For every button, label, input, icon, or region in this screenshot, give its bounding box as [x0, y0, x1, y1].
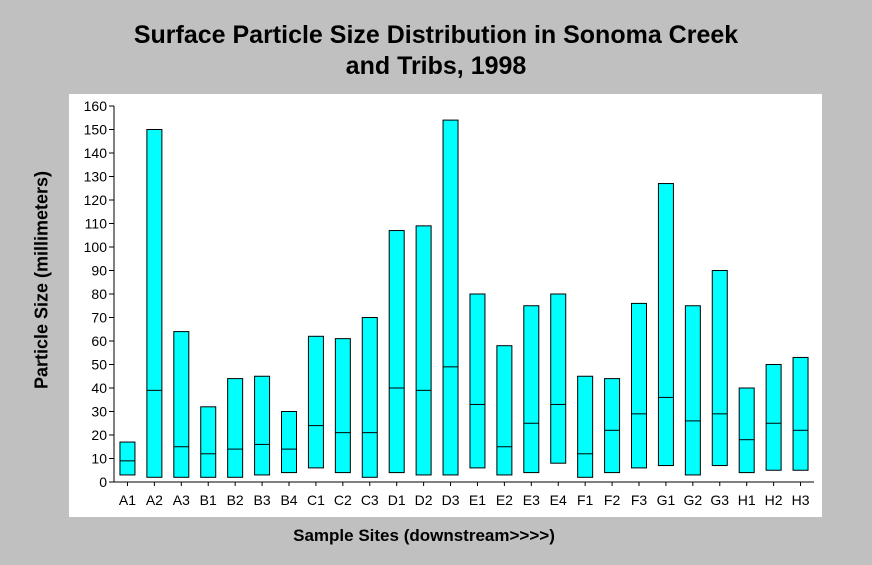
y-tick-label: 160 — [84, 98, 108, 114]
chart-title-line-1: Surface Particle Size Distribution in So… — [133, 21, 739, 49]
y-tick-label: 70 — [91, 310, 107, 326]
x-tick-label: F1 — [577, 492, 594, 508]
bar-g2 — [684, 305, 701, 476]
bar-c1 — [307, 335, 324, 469]
x-tick-label: C2 — [334, 492, 352, 508]
x-tick-label: D1 — [388, 492, 406, 508]
x-tick-label: E2 — [496, 492, 513, 508]
x-tick-label: G1 — [657, 492, 676, 508]
y-tick-label: 110 — [85, 216, 108, 232]
y-tick-label: 40 — [91, 380, 107, 396]
bar-f3 — [631, 302, 647, 469]
x-tick-label: A1 — [119, 492, 136, 508]
bar-e2 — [496, 345, 513, 476]
x-tick-label: C3 — [361, 492, 379, 508]
chart-title-line-2: and Tribs, 1998 — [345, 52, 527, 80]
bar-h3 — [792, 356, 809, 471]
x-tick-label: A2 — [146, 492, 163, 508]
bar-e3 — [523, 305, 540, 474]
y-tick-label: 150 — [84, 122, 108, 138]
y-tick-label: 130 — [84, 169, 108, 185]
x-tick-label: C1 — [307, 492, 325, 508]
bar-e4 — [550, 293, 567, 464]
x-tick-label: E4 — [550, 492, 567, 508]
bar-b1 — [200, 406, 217, 478]
x-axis-label: Sample Sites (downstream>>>>) — [293, 526, 555, 545]
x-tick-label: B2 — [227, 492, 244, 508]
x-tick-label: E1 — [469, 492, 486, 508]
y-tick-label: 80 — [91, 286, 107, 302]
x-tick-label: B3 — [254, 492, 271, 508]
x-tick-label: G3 — [710, 492, 729, 508]
y-tick-label: 0 — [99, 474, 107, 490]
bar-g3 — [711, 270, 728, 467]
bar-d2 — [415, 225, 432, 476]
bar-a2 — [146, 129, 163, 478]
bar-g1 — [657, 183, 674, 467]
bar-a1 — [119, 441, 136, 476]
x-tick-label: D2 — [415, 492, 433, 508]
x-tick-label: H2 — [765, 492, 783, 508]
bar-h2 — [765, 364, 782, 471]
y-tick-label: 60 — [91, 333, 107, 349]
x-tick-label: F2 — [604, 492, 621, 508]
x-tick-label: B4 — [280, 492, 297, 508]
x-tick-label: B1 — [200, 492, 217, 508]
bar-f2 — [604, 378, 621, 474]
x-tick-label: F3 — [631, 492, 648, 508]
y-tick-label: 90 — [91, 263, 107, 279]
y-tick-label: 50 — [91, 357, 107, 373]
y-tick-label: 10 — [91, 451, 107, 467]
y-tick-label: 20 — [91, 427, 107, 443]
y-axis-ticks: 0 10 20 30 40 50 60 70 80 90 100 110 120 130 140 150 160 — [84, 98, 114, 490]
bar-a3 — [173, 331, 190, 478]
bar-f1 — [577, 375, 594, 478]
x-axis-ticks: A1 A2 A3 B1 B2 B3 B4 C1 C2 C3 D1 D2 D3 E1 E2 E3 E4 F1 F2 F3… — [119, 482, 810, 508]
y-tick-label: 100 — [84, 239, 108, 255]
x-tick-label: E3 — [523, 492, 540, 508]
y-tick-label: 120 — [84, 192, 108, 208]
bar-b2 — [227, 378, 244, 478]
x-tick-label: H1 — [738, 492, 756, 508]
x-tick-label: G2 — [684, 492, 703, 508]
y-axis-label: Particle Size (millimeters) — [31, 170, 52, 390]
y-tick-label: 140 — [84, 145, 108, 161]
bar-c2 — [334, 338, 351, 474]
bar-b3 — [254, 375, 271, 476]
bar-b4 — [281, 411, 297, 474]
chart-title: Surface Particle Size Distribution in So… — [0, 20, 872, 82]
bars — [119, 119, 809, 478]
bar-c3 — [361, 317, 378, 478]
y-tick-label: 30 — [91, 404, 107, 420]
bar-h1 — [738, 387, 755, 474]
bar-e1 — [469, 293, 486, 469]
x-tick-label: A3 — [173, 492, 190, 508]
x-tick-label: D3 — [442, 492, 460, 508]
x-tick-label: H3 — [792, 492, 810, 508]
bar-d1 — [388, 230, 405, 474]
bar-d3 — [442, 119, 459, 476]
